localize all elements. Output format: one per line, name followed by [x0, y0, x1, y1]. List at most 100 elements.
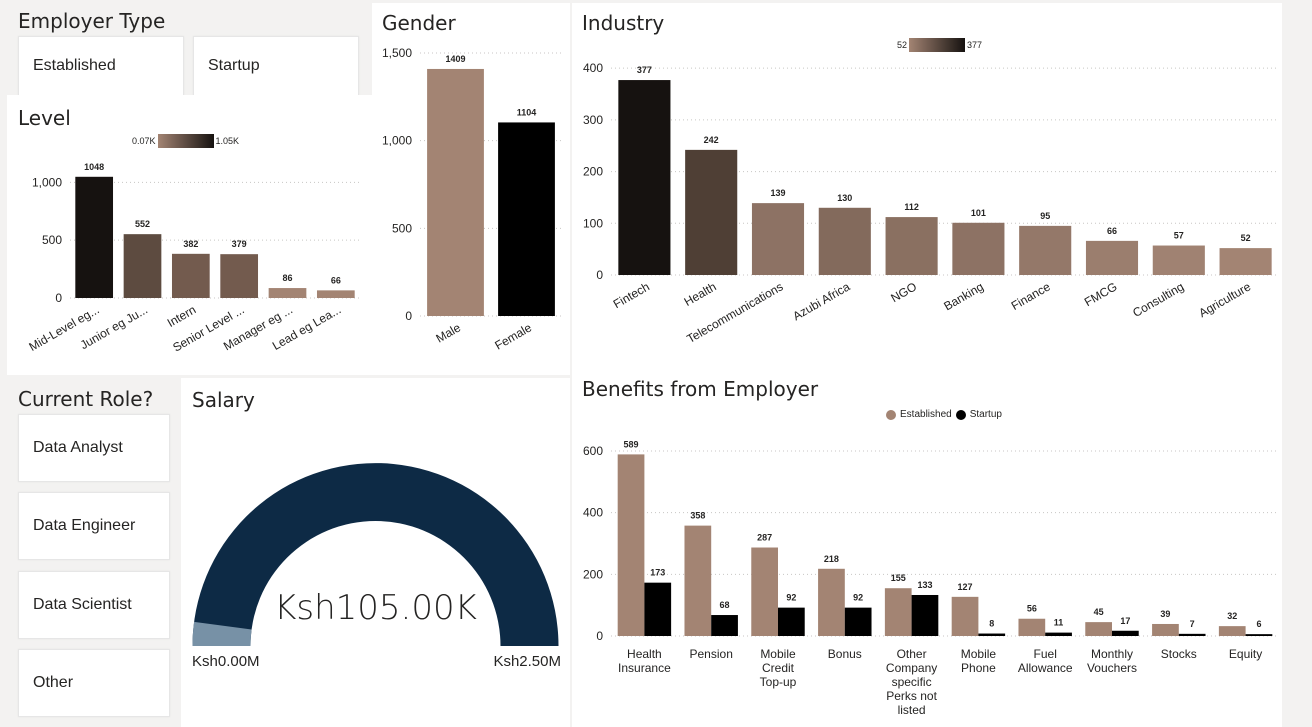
bar — [951, 596, 979, 636]
employer-type-startup-button[interactable]: Startup — [193, 36, 359, 95]
bar — [885, 217, 938, 275]
x-tick-label: Stocks — [1161, 647, 1197, 661]
x-tick-label: Health Insurance — [618, 647, 671, 675]
data-label: 68 — [720, 600, 730, 610]
x-tick-label: Mobile Phone — [961, 647, 997, 675]
y-tick-label: 100 — [583, 216, 603, 230]
role-data-analyst-button[interactable]: Data Analyst — [18, 414, 170, 482]
bar — [268, 288, 307, 298]
industry-legend-max: 377 — [967, 40, 983, 50]
employer-type-established-button[interactable]: Established — [18, 36, 184, 95]
bar — [1218, 626, 1246, 636]
data-label: 7 — [1190, 619, 1195, 629]
gender-chart: 0 500 1,000 1,500 1409 Male 1104 Female — [382, 46, 562, 353]
y-tick-label: 1,000 — [32, 175, 62, 189]
data-label: 17 — [1120, 616, 1130, 626]
data-label: 1048 — [84, 162, 104, 172]
data-label: 66 — [331, 275, 341, 285]
bar — [171, 253, 210, 298]
bar — [220, 254, 259, 298]
bar — [711, 615, 738, 636]
legend-startup-label: Startup — [969, 409, 1002, 420]
y-tick-label: 0 — [596, 268, 603, 282]
y-tick-label: 0 — [596, 629, 603, 643]
industry-panel: Industry 52 377 0 100 200 300 400 377 Fintech 2… — [572, 3, 1282, 375]
bar — [884, 588, 912, 636]
level-legend-min: 0.07K — [132, 136, 156, 146]
y-tick-label: 1,500 — [382, 46, 412, 60]
data-label: 52 — [1241, 233, 1251, 243]
bar — [1178, 633, 1206, 636]
benefits-panel: Benefits from Employer Established Start… — [572, 375, 1282, 727]
x-tick-label: Agriculture — [1196, 279, 1253, 320]
data-label: 57 — [1174, 231, 1184, 241]
data-label: 155 — [891, 573, 906, 583]
x-tick-label: Mobile Credit Top-up — [760, 647, 797, 689]
data-label: 379 — [232, 239, 247, 249]
level-title: Level — [18, 106, 71, 130]
salary-title: Salary — [192, 388, 255, 412]
bar — [498, 122, 555, 316]
x-tick-label: Fuel Allowance — [1018, 647, 1073, 675]
x-tick-label: Intern — [165, 302, 199, 329]
y-tick-label: 500 — [392, 221, 412, 235]
x-tick-label: Pension — [690, 647, 733, 661]
x-tick-label: Male — [433, 320, 463, 345]
bar — [952, 222, 1005, 275]
level-legend-max: 1.05K — [215, 136, 240, 146]
y-tick-label: 600 — [583, 444, 603, 458]
salary-panel: Salary Ksh105.00K Ksh0.00M Ksh2.50M — [181, 378, 570, 727]
role-other-button[interactable]: Other — [18, 649, 170, 717]
x-tick-label: Health — [682, 279, 719, 308]
bar — [684, 525, 712, 636]
data-label: 173 — [650, 568, 665, 578]
employer-type-panel: Employer Type Established Startup — [7, 3, 372, 95]
data-label: 112 — [904, 202, 919, 212]
bar — [1219, 248, 1272, 275]
bar — [617, 454, 645, 636]
data-label: 218 — [824, 554, 839, 564]
x-tick-label: Other Company specific Perks not listed — [886, 647, 938, 717]
data-label: 8 — [989, 619, 994, 629]
bar — [751, 547, 778, 636]
data-label: 32 — [1227, 611, 1237, 621]
bar — [778, 607, 805, 636]
industry-legend-gradient — [909, 38, 966, 52]
bar — [123, 234, 162, 298]
bar — [1152, 623, 1179, 636]
industry-title: Industry — [582, 11, 665, 35]
y-tick-label: 300 — [583, 113, 603, 127]
data-label: 39 — [1160, 609, 1170, 619]
legend-startup-swatch — [955, 409, 966, 420]
industry-legend-min: 52 — [897, 40, 908, 50]
bar — [1045, 632, 1072, 636]
data-label: 1409 — [445, 54, 465, 64]
y-tick-label: 0 — [405, 309, 412, 323]
x-tick-label: Female — [492, 320, 534, 352]
data-label: 358 — [690, 511, 705, 521]
role-data-engineer-button[interactable]: Data Engineer — [18, 492, 170, 560]
benefits-title: Benefits from Employer — [582, 377, 819, 401]
y-tick-label: 400 — [583, 506, 603, 520]
x-tick-label: Fintech — [611, 279, 652, 311]
x-tick-label: FMCG — [1082, 279, 1120, 309]
bar — [618, 80, 671, 275]
y-tick-label: 200 — [583, 165, 603, 179]
bar — [644, 582, 672, 636]
bar — [685, 149, 738, 275]
y-tick-label: 1,000 — [382, 134, 412, 148]
data-label: 1104 — [517, 107, 537, 117]
data-label: 101 — [971, 208, 986, 218]
y-tick-label: 0 — [55, 291, 62, 305]
legend-established-label: Established — [900, 409, 952, 420]
data-label: 56 — [1027, 604, 1037, 614]
role-data-scientist-button[interactable]: Data Scientist — [18, 571, 170, 639]
data-label: 139 — [770, 188, 785, 198]
bar — [75, 176, 114, 298]
current-role-panel: Current Role? Data Analyst Data Engineer… — [7, 378, 181, 727]
data-label: 287 — [757, 533, 772, 543]
y-tick-label: 400 — [583, 61, 603, 75]
data-label: 382 — [183, 239, 198, 249]
